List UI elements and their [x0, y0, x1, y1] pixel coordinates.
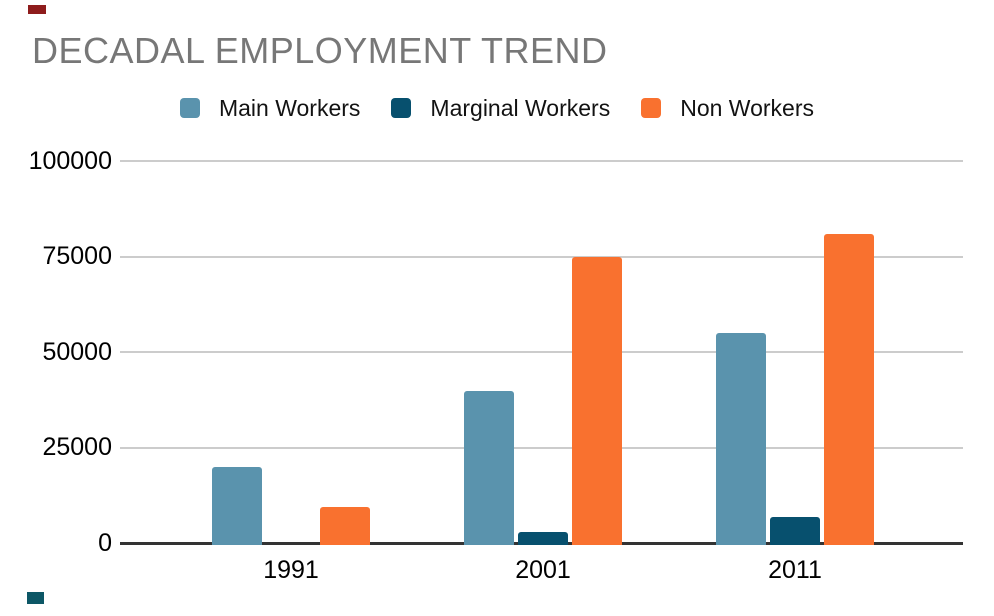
legend: Main Workers Marginal Workers Non Workers: [0, 96, 994, 120]
corner-mark-bottom-left: [27, 592, 44, 604]
legend-label-marginal-workers: Marginal Workers: [430, 95, 611, 121]
bar-main-workers-1991: [212, 467, 262, 545]
y-axis-tick-label-25000: 25000: [42, 433, 112, 462]
legend-item-marginal-workers: Marginal Workers: [391, 96, 610, 120]
legend-swatch-marginal-workers: [391, 98, 412, 118]
chart-title: DECADAL EMPLOYMENT TREND: [32, 30, 608, 71]
legend-swatch-non-workers: [641, 98, 662, 118]
bar-non-workers-1991: [320, 507, 370, 545]
y-axis-tick-label-0: 0: [98, 529, 112, 557]
bar-non-workers-2001: [572, 256, 622, 545]
y-axis-tick-label-75000: 75000: [42, 242, 112, 271]
corner-mark-top-left: [28, 5, 46, 14]
legend-item-main-workers: Main Workers: [179, 95, 361, 121]
legend-item-non-workers: Non Workers: [641, 96, 814, 120]
gridline-75000: [120, 255, 963, 258]
legend-label-main-workers: Main Workers: [218, 95, 361, 121]
x-axis-category-label-2011: 2011: [768, 556, 822, 584]
x-axis-category-label-2001: 2001: [515, 556, 571, 584]
y-axis-tick-label-50000: 50000: [42, 337, 112, 366]
bar-marginal-workers-2001: [518, 532, 568, 545]
gridline-100000: [120, 160, 963, 162]
gridline-25000: [120, 446, 963, 449]
x-axis-category-label-1991: 1991: [263, 556, 319, 584]
legend-label-non-workers: Non Workers: [680, 95, 814, 121]
legend-swatch-main-workers: [179, 98, 200, 118]
bar-marginal-workers-2011: [770, 516, 820, 545]
bar-main-workers-2011: [716, 333, 766, 545]
y-axis-tick-label-100000: 100000: [28, 146, 112, 175]
bar-non-workers-2011: [824, 233, 874, 545]
gridline-50000: [120, 351, 963, 354]
bar-main-workers-2001: [464, 390, 514, 545]
